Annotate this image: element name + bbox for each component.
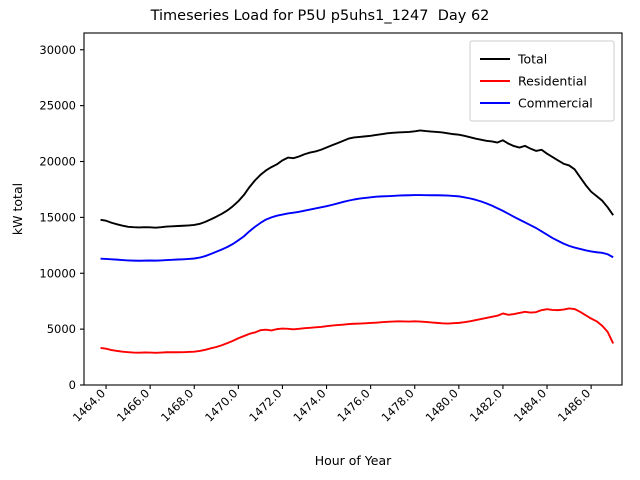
series-line-total (100, 129, 614, 229)
x-tick-label: 1476.0 (334, 386, 372, 424)
chart-title: Timeseries Load for P5U p5uhs1_1247 Day … (150, 8, 490, 24)
y-tick-label: 25000 (39, 99, 76, 113)
chart-legend: Total Residential Commercial (469, 40, 615, 122)
y-tick-label: 5000 (47, 322, 76, 336)
y-tick-label: 10000 (39, 266, 76, 280)
x-tick-label: 1472.0 (246, 386, 284, 424)
y-tick-label: 20000 (39, 155, 76, 169)
y-axis-title: kW total (10, 183, 25, 235)
axes-group (80, 32, 623, 389)
y-tick-label: 30000 (39, 43, 76, 57)
x-axis-title: Hour of Year (315, 453, 392, 468)
x-tick-label: 1470.0 (202, 386, 240, 424)
x-tick-label: 1466.0 (114, 386, 152, 424)
data-series-group (100, 129, 615, 354)
legend-label-residential: Residential (518, 74, 587, 89)
legend-label-total: Total (517, 52, 547, 67)
x-tick-label: 1468.0 (158, 386, 196, 424)
x-tick-label: 1486.0 (555, 386, 593, 424)
x-tick-label: 1482.0 (467, 386, 505, 424)
x-tick-label: 1484.0 (511, 386, 549, 424)
legend-box (469, 40, 615, 122)
x-tick-label: 1480.0 (423, 386, 461, 424)
plot-frame (83, 32, 623, 386)
y-tick-label: 0 (69, 378, 76, 392)
series-line-residential (100, 307, 615, 354)
axis-titles-group: Hour of Year kW total (10, 183, 392, 468)
series-line-commercial (100, 194, 614, 262)
legend-label-commercial: Commercial (518, 96, 593, 111)
x-tick-label: 1474.0 (290, 386, 328, 424)
y-tick-label: 15000 (39, 210, 76, 224)
x-tick-label: 1478.0 (378, 386, 416, 424)
